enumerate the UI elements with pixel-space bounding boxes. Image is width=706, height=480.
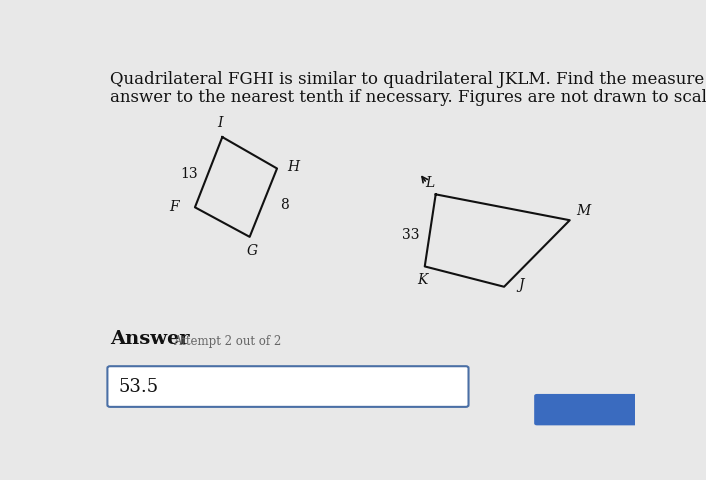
- Text: Answer: Answer: [110, 330, 190, 348]
- Text: I: I: [217, 116, 222, 130]
- Text: M: M: [576, 204, 590, 218]
- Text: H: H: [287, 160, 299, 174]
- Text: J: J: [519, 278, 525, 292]
- Text: L: L: [426, 176, 435, 190]
- Text: K: K: [417, 274, 427, 288]
- Text: Quadrilateral FGHI is similar to quadrilateral JKLM. Find the measure of si: Quadrilateral FGHI is similar to quadril…: [110, 71, 706, 87]
- Text: F: F: [169, 200, 179, 214]
- Text: 8: 8: [280, 198, 289, 213]
- Text: 33: 33: [402, 228, 420, 242]
- FancyBboxPatch shape: [107, 366, 469, 407]
- Text: 53.5: 53.5: [119, 378, 158, 396]
- Text: answer to the nearest tenth if necessary. Figures are not drawn to scale.: answer to the nearest tenth if necessary…: [110, 89, 706, 106]
- Text: G: G: [247, 244, 258, 258]
- Text: 13: 13: [181, 167, 198, 181]
- Text: Attempt 2 out of 2: Attempt 2 out of 2: [173, 335, 281, 348]
- FancyBboxPatch shape: [534, 394, 649, 425]
